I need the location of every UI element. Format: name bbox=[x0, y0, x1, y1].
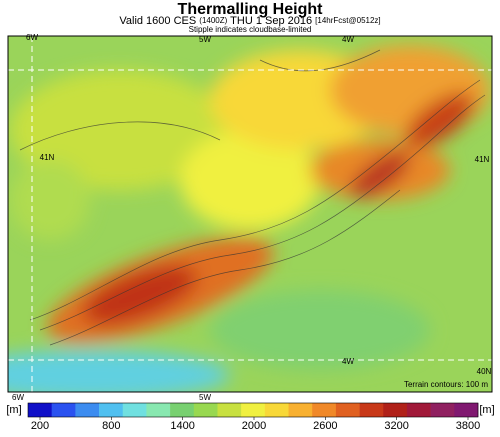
colorbar-tick-label: 1400 bbox=[170, 420, 194, 432]
utc-time: (1400Z) bbox=[199, 16, 227, 25]
colorbar-swatch bbox=[28, 403, 52, 417]
stipple-note: Stipple indicates cloudbase-limited bbox=[189, 25, 312, 34]
colorbar-swatch bbox=[312, 403, 337, 417]
colorbar-swatch bbox=[454, 403, 479, 417]
colorbar-tick-label: 200 bbox=[31, 420, 49, 432]
lon-label: 6W bbox=[26, 33, 38, 42]
lon-label: 4W bbox=[342, 357, 354, 366]
colorbar-swatch bbox=[430, 403, 455, 417]
lon-label: 5W bbox=[199, 393, 211, 402]
unit-label: [m] bbox=[479, 404, 494, 416]
map-labels: 6W 5W 4W 41N 41N 4W 40N 6W 5W Terrain co… bbox=[12, 33, 492, 402]
colorbar-tick-label: 3200 bbox=[384, 420, 408, 432]
colorbar-swatch bbox=[51, 403, 76, 417]
lat-label: 41N bbox=[40, 153, 55, 162]
lon-label: 5W bbox=[199, 35, 211, 44]
colorbar-swatch bbox=[75, 403, 100, 417]
colorbar-swatch bbox=[264, 403, 289, 417]
title: Thermalling Height bbox=[178, 1, 324, 18]
map bbox=[8, 36, 492, 392]
colorbar-frame bbox=[27, 402, 479, 418]
forecast: [14hrFcst@0512z] bbox=[315, 16, 380, 25]
date: THU 1 Sep 2016 bbox=[230, 15, 312, 27]
colorbar-swatch bbox=[241, 403, 266, 417]
colorbar-swatch bbox=[217, 403, 242, 417]
colorbar-swatch bbox=[288, 403, 313, 417]
subtitle: Valid 1600 CES (1400Z) THU 1 Sep 2016 [1… bbox=[119, 15, 380, 27]
map-frame bbox=[7, 35, 493, 393]
valid-time: Valid 1600 CES bbox=[119, 15, 196, 27]
colorbar-swatch bbox=[383, 403, 408, 417]
colorbar-tick-label: 2000 bbox=[242, 420, 266, 432]
colorbar: [m] [m] 200 800 1400 2000 2600 3200 3800 bbox=[6, 402, 495, 432]
colorbar-swatch bbox=[170, 403, 195, 417]
colorbar-swatch bbox=[122, 403, 147, 417]
lat-label: 41N bbox=[475, 155, 490, 164]
colorbar-swatch bbox=[359, 403, 384, 417]
lon-label: 4W bbox=[342, 35, 354, 44]
colorbar-swatch bbox=[406, 403, 431, 417]
colorbar-swatch bbox=[335, 403, 360, 417]
contour-note: Terrain contours: 100 m bbox=[404, 380, 488, 389]
colorbar-tick-label: 3800 bbox=[456, 420, 480, 432]
colorbar-tick-label: 2600 bbox=[313, 420, 337, 432]
unit-label: [m] bbox=[6, 404, 21, 416]
colorbar-swatch bbox=[193, 403, 218, 417]
lat-label: 40N bbox=[477, 367, 492, 376]
colorbar-tick-label: 800 bbox=[102, 420, 120, 432]
colorbar-swatch bbox=[99, 403, 124, 417]
colorbar-swatch bbox=[146, 403, 171, 417]
lon-label: 6W bbox=[12, 393, 24, 402]
